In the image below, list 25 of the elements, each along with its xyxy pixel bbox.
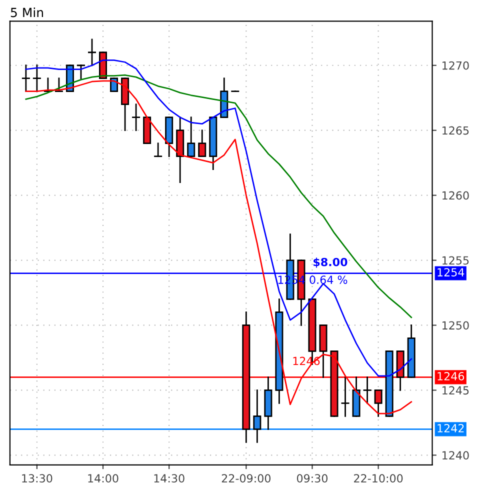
annotation: 1254 0.64 % (278, 276, 348, 284)
candlestick (374, 389, 382, 417)
y-tick-label: 1270 (442, 61, 469, 70)
y-tick-label: 1245 (442, 386, 469, 395)
annotation: $8.00 (314, 258, 348, 268)
x-tick-label: 22-09:00 (222, 474, 271, 483)
candlestick (110, 78, 118, 92)
line-series (25, 74, 412, 318)
y-tick-label: 1240 (442, 451, 469, 460)
y-tick-label: 1255 (442, 256, 469, 265)
y-tick-label: 1260 (442, 191, 469, 200)
x-tick-label: 14:30 (154, 474, 184, 483)
chart-title: 5 Min (10, 8, 44, 18)
candlestick (253, 389, 262, 443)
x-tick-label: 09:30 (296, 474, 328, 483)
y-tick-label: 1250 (442, 321, 469, 330)
candlestick (198, 130, 206, 158)
x-tick-label: 13:30 (22, 474, 52, 483)
ref-line-label: 1254 (438, 268, 464, 276)
candlestick (187, 116, 196, 158)
y-tick-label: 1265 (442, 126, 469, 135)
ref-line-label: 1242 (438, 424, 464, 432)
ref-line-label: 1246 (438, 372, 464, 380)
x-tick-label: 22-10:00 (354, 474, 403, 483)
x-tick-label: 14:00 (88, 474, 118, 483)
